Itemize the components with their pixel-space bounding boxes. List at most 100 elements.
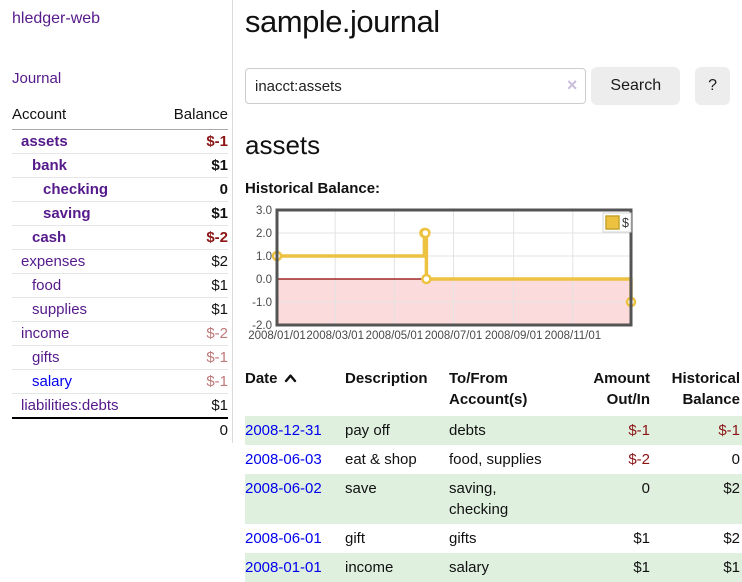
search-input[interactable] <box>245 68 587 104</box>
account-link[interactable]: supplies <box>32 301 88 318</box>
account-link[interactable]: expenses <box>21 253 86 270</box>
account-link[interactable]: income <box>21 325 70 342</box>
txn-date-link[interactable]: 2008-06-02 <box>245 480 322 497</box>
account-link[interactable]: food <box>32 277 62 294</box>
search-button[interactable]: Search <box>591 67 681 105</box>
svg-text:2008/09/01: 2008/09/01 <box>485 330 543 342</box>
account-balance-table: Account Balance assets $-1 bank $1 checking 0… <box>12 104 228 442</box>
svg-text:1.0: 1.0 <box>256 251 272 263</box>
register-row: 2008-06-01 gift gifts $1 $2 <box>245 524 742 553</box>
account-balance: $1 <box>155 297 228 322</box>
svg-text:0.0: 0.0 <box>256 274 272 286</box>
txn-amount: $1 <box>633 559 650 576</box>
account-balance: $-1 <box>206 133 228 150</box>
txn-accounts: gifts <box>449 530 477 547</box>
account-balance: $1 <box>155 153 228 178</box>
svg-text:2008/03/01: 2008/03/01 <box>306 330 364 342</box>
account-link[interactable]: salary <box>32 373 73 390</box>
txn-date: 2008-01-01 <box>245 553 345 582</box>
account-balance: $1 <box>155 273 228 298</box>
txn-accounts: salary <box>449 559 490 576</box>
register-row: 2008-01-01 income salary $1 $1 <box>245 553 742 582</box>
search-form: × Search ? <box>245 67 730 105</box>
svg-text:-1.0: -1.0 <box>252 297 272 309</box>
svg-text:3.0: 3.0 <box>256 205 272 217</box>
page-title: sample.journal <box>245 4 440 39</box>
account-link[interactable]: bank <box>32 157 68 174</box>
chart-title: Historical Balance: <box>245 180 381 197</box>
register-row: 2008-06-03 eat & shop food, supplies $-2 0 <box>245 445 742 474</box>
txn-balance: 0 <box>731 451 740 468</box>
txn-balance: $-1 <box>718 422 740 439</box>
txn-date-link[interactable]: 2008-06-01 <box>245 530 322 547</box>
register-table: Date Description To/From Account(s) Amou… <box>245 366 742 582</box>
chevron-up-icon <box>284 368 297 389</box>
account-row: liabilities:debts $1 <box>12 393 228 418</box>
account-row: saving $1 <box>12 201 228 226</box>
account-link[interactable]: saving <box>43 205 91 222</box>
balance-column-header-register: Historical Balance <box>671 370 740 408</box>
txn-balance: $1 <box>723 559 740 576</box>
sidebar: hledger-web Journal Account Balance asse… <box>0 0 233 443</box>
svg-text:$: $ <box>622 216 629 230</box>
account-row: checking 0 <box>12 177 228 202</box>
txn-date-link[interactable]: 2008-06-03 <box>245 451 322 468</box>
account-balance: 0 <box>155 177 228 202</box>
svg-text:2008/05/01: 2008/05/01 <box>366 330 424 342</box>
account-row: gifts $-1 <box>12 345 228 370</box>
help-button[interactable]: ? <box>695 67 730 105</box>
txn-balance: $2 <box>723 530 740 547</box>
txn-description: eat & shop <box>345 451 417 468</box>
txn-accounts: food, supplies <box>449 451 542 468</box>
txn-description: income <box>345 559 394 576</box>
txn-description: save <box>345 480 377 497</box>
txn-accounts: saving, checking <box>449 480 509 518</box>
account-row: income $-2 <box>12 321 228 346</box>
svg-text:2.0: 2.0 <box>256 228 272 240</box>
txn-accounts: debts <box>449 422 486 439</box>
account-row: bank $1 <box>12 153 228 178</box>
account-row: cash $-2 <box>12 225 228 250</box>
account-link[interactable]: liabilities:debts <box>21 397 119 414</box>
txn-date: 2008-06-02 <box>245 474 345 524</box>
txn-description: gift <box>345 530 366 547</box>
main-content: sample.journal × Search ? assets Histori… <box>233 0 742 582</box>
app-brand-link[interactable]: hledger-web <box>12 10 101 27</box>
account-link[interactable]: cash <box>32 229 67 246</box>
svg-text:2008/11/01: 2008/11/01 <box>544 330 601 342</box>
txn-amount: 0 <box>641 480 650 497</box>
amount-column-header: Amount Out/In <box>593 370 650 408</box>
account-heading: assets <box>245 130 321 160</box>
txn-date-link[interactable]: 2008-12-31 <box>245 422 322 439</box>
account-row: expenses $2 <box>12 249 228 274</box>
account-column-header: Account <box>12 104 156 130</box>
svg-text:-2.0: -2.0 <box>252 320 272 332</box>
journal-link[interactable]: Journal <box>12 70 62 87</box>
clear-search-icon[interactable]: × <box>566 75 578 95</box>
txn-amount: $1 <box>633 530 650 547</box>
account-balance: $-2 <box>155 225 228 250</box>
account-link[interactable]: checking <box>43 181 109 198</box>
account-row: salary $-1 <box>12 369 228 394</box>
txn-date-link[interactable]: 2008-01-01 <box>245 559 322 576</box>
total-row: 0 <box>12 417 228 442</box>
account-row: assets $-1 <box>12 130 228 154</box>
account-row: supplies $1 <box>12 297 228 322</box>
txn-date: 2008-06-03 <box>245 445 345 474</box>
account-balance: $1 <box>155 201 228 226</box>
register-row: 2008-06-02 save saving, checking 0 $2 <box>245 474 742 524</box>
account-link[interactable]: gifts <box>32 349 60 366</box>
account-balance: $-2 <box>155 321 228 346</box>
svg-text:2008/07/01: 2008/07/01 <box>425 330 483 342</box>
balance-column-header: Balance <box>155 104 228 130</box>
account-link[interactable]: assets <box>21 133 68 150</box>
total-balance: 0 <box>155 417 228 442</box>
account-balance: $2 <box>155 249 228 274</box>
txn-date: 2008-12-31 <box>245 416 345 445</box>
txn-amount: $-1 <box>628 422 650 439</box>
historical-balance-chart: 3.0 2.0 1.0 0.0 -1.0 -2.0 2008/01/01 2008/03/01… <box>245 203 742 351</box>
svg-text:2008/01/01: 2008/01/01 <box>248 330 306 342</box>
description-column-header: Description <box>345 370 428 387</box>
txn-date: 2008-06-01 <box>245 524 345 553</box>
